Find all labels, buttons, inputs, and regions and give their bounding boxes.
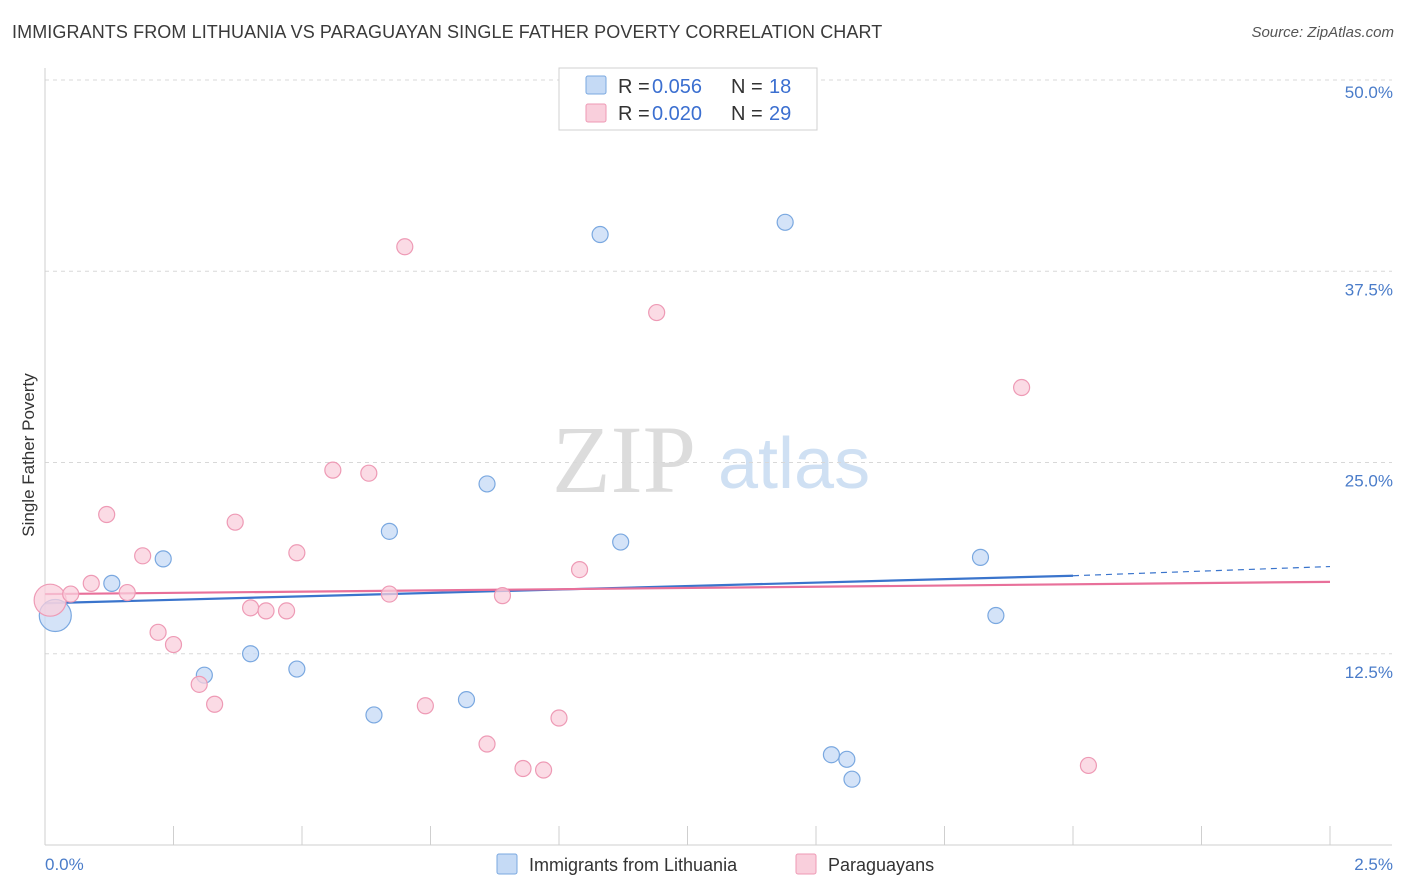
source-credit: Source: ZipAtlas.com [1251,24,1394,41]
point-paraguayans [118,583,136,602]
axes [44,68,1392,846]
point-paraguayans [648,303,666,322]
point-lithuania [380,522,398,540]
y-tick-label: 25.0% [1345,472,1393,491]
point-lithuania [288,660,306,678]
legend-r-value-lithuania: 0.056 [652,76,702,98]
point-paraguayans [98,505,116,524]
point-lithuania [457,691,476,709]
legend-swatch-lithuania [585,75,607,95]
point-paraguayans [190,675,208,693]
point-paraguayans [534,761,553,779]
point-lithuania [822,746,841,764]
point-lithuania [242,645,260,663]
point-paraguayans [1079,756,1098,775]
point-lithuania [365,706,383,724]
legend-n-label-paraguayans: N = [731,103,763,125]
legend-r-label-paraguayans: R = [618,103,650,125]
legend-n-value-paraguayans: 29 [769,103,791,125]
bottom-legend-swatch-lithuania [496,853,518,875]
point-paraguayans [82,574,100,592]
point-lithuania [971,548,990,566]
point-paraguayans [570,560,589,579]
watermark-atlas: atlas [718,424,870,504]
y-tick-label: 50.0% [1345,83,1393,102]
point-lithuania [838,750,856,768]
point-lithuania [776,213,794,231]
point-paraguayans [33,583,67,617]
point-paraguayans [206,695,224,713]
point-lithuania [591,225,609,244]
point-paraguayans [62,585,80,603]
y-axis-label: Single Father Poverty [19,373,38,537]
point-paraguayans [380,585,398,603]
bottom-legend: Immigrants from Lithuania Paraguayans [496,853,934,875]
point-paraguayans [288,544,306,562]
point-paraguayans [1012,378,1031,397]
point-lithuania [154,550,172,568]
x-tick-labels: 0.0% 2.5% [45,855,1393,874]
point-paraguayans [493,587,512,605]
point-lithuania [103,574,121,592]
bottom-legend-label-lithuania: Immigrants from Lithuania [529,855,738,875]
point-paraguayans [324,461,342,479]
point-paraguayans [242,599,260,617]
point-paraguayans [416,697,434,715]
point-lithuania [843,770,861,788]
legend: R = 0.056 N = 18 R = 0.020 N = 29 [558,67,818,131]
point-paraguayans [277,602,296,620]
point-lithuania [478,475,496,493]
point-paraguayans [514,759,532,778]
legend-n-value-lithuania: 18 [769,76,791,98]
legend-r-label-lithuania: R = [618,76,650,98]
x-tick-label: 2.5% [1354,855,1393,874]
watermark-zip: ZIP [552,406,696,513]
legend-n-label-lithuania: N = [731,76,763,98]
x-tick-label: 0.0% [45,855,84,874]
data-points [33,213,1098,788]
bottom-legend-swatch-paraguayans [795,853,817,875]
legend-swatch-paraguayans [585,103,607,123]
trend-line-paraguayans [44,580,1331,596]
point-paraguayans [550,709,568,727]
point-paraguayans [226,513,244,531]
point-paraguayans [478,735,496,753]
bottom-legend-label-paraguayans: Paraguayans [828,855,934,875]
point-paraguayans [134,547,152,565]
legend-r-value-paraguayans: 0.020 [652,103,702,125]
trend-line-lithuania-extension [1072,565,1331,577]
point-paraguayans [257,602,275,620]
point-paraguayans [164,635,183,654]
point-lithuania [612,533,630,551]
y-tick-label: 37.5% [1345,280,1393,299]
chart-title: IMMIGRANTS FROM LITHUANIA VS PARAGUAYAN … [12,22,883,42]
point-paraguayans [149,623,167,641]
y-tick-label: 12.5% [1345,663,1393,682]
y-tick-labels: 12.5% 25.0% 37.5% 50.0% [1345,83,1393,682]
point-lithuania [987,606,1005,625]
watermark: ZIP atlas [552,406,870,513]
point-paraguayans [396,238,414,256]
grid-lines [45,79,1392,655]
trend-lines [44,565,1331,605]
point-paraguayans [360,464,378,482]
